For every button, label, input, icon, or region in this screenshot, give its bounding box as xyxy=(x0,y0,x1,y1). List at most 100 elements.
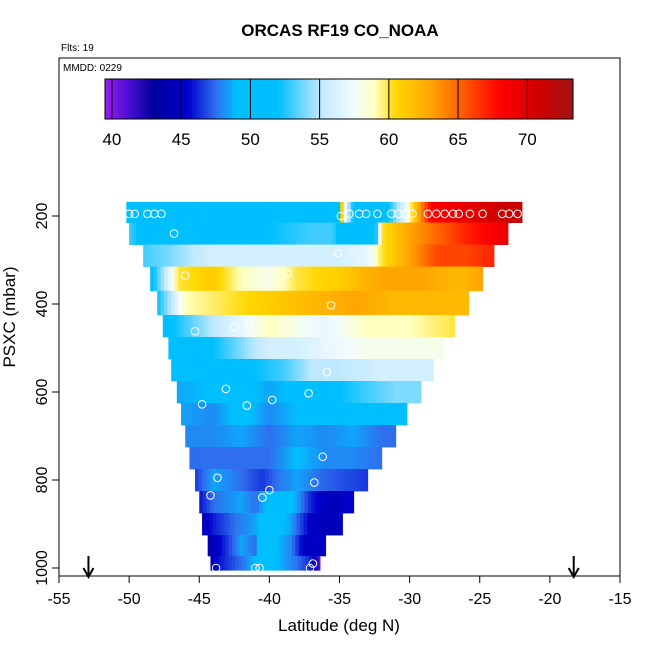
heatmap-cell xyxy=(462,201,468,223)
heatmap-cell xyxy=(244,290,249,316)
heatmap-cell xyxy=(178,359,183,382)
heatmap-cell xyxy=(331,381,336,404)
heatmap-cell xyxy=(438,337,443,360)
heatmap-cell xyxy=(216,222,221,245)
heatmap-cell xyxy=(267,315,273,338)
colorbar-segment xyxy=(188,79,193,119)
colorbar-segment xyxy=(198,79,203,119)
heatmap-cell xyxy=(211,535,216,557)
heatmap-cell xyxy=(352,381,357,404)
colorbar-segment xyxy=(181,79,186,119)
heatmap-cell xyxy=(203,447,208,470)
heatmap-cell xyxy=(276,266,281,292)
heatmap-cell xyxy=(399,266,404,292)
heatmap-cell xyxy=(233,469,238,492)
heatmap-cell xyxy=(416,290,421,316)
heatmap-cell xyxy=(328,359,334,382)
heatmap-cell xyxy=(382,201,387,223)
heatmap-cell xyxy=(318,359,323,382)
heatmap-cell xyxy=(202,266,207,292)
heatmap-cell xyxy=(385,337,390,360)
heatmap-cell xyxy=(219,469,224,492)
heatmap-cell xyxy=(441,201,446,223)
heatmap-cell xyxy=(223,244,228,267)
heatmap-cell xyxy=(211,381,216,404)
heatmap-cell xyxy=(299,381,304,404)
heatmap-cell xyxy=(192,290,197,316)
heatmap-cell xyxy=(307,469,312,492)
heatmap-cell xyxy=(272,491,277,514)
heatmap-cell xyxy=(369,381,374,404)
heatmap-cell xyxy=(328,425,334,448)
colorbar-segment xyxy=(439,79,444,119)
heatmap-cell xyxy=(473,201,478,223)
colorbar-segment xyxy=(328,79,333,119)
heatmap-cell xyxy=(515,201,520,223)
heatmap-cell xyxy=(338,469,343,492)
heatmap-cell xyxy=(411,381,416,404)
x-tick-label: -55 xyxy=(47,591,70,608)
heatmap-cell xyxy=(448,222,453,245)
heatmap-cell xyxy=(327,381,332,404)
colorbar-segment xyxy=(235,79,240,119)
heatmap-cell xyxy=(314,513,319,536)
heatmap-cell xyxy=(244,222,249,245)
heatmap-cell xyxy=(455,290,460,316)
heatmap-cell xyxy=(261,403,266,426)
heatmap-cell xyxy=(406,222,411,245)
heatmap-cell xyxy=(304,222,309,245)
heatmap-cell xyxy=(213,201,219,223)
colorbar-segment xyxy=(262,79,266,119)
heatmap-cell xyxy=(291,535,296,557)
heatmap-cell xyxy=(325,425,330,448)
heatmap-cell xyxy=(483,244,488,267)
heatmap-cell xyxy=(188,290,193,316)
heatmap-cell xyxy=(308,447,313,470)
heatmap-cell xyxy=(180,381,185,404)
heatmap-cell xyxy=(346,290,351,316)
sample-point xyxy=(251,563,260,573)
heatmap-cell xyxy=(472,244,477,267)
heatmap-cell xyxy=(210,201,215,223)
sample-point xyxy=(150,209,159,219)
heatmap-cell xyxy=(214,535,219,557)
heatmap-cell xyxy=(275,513,280,536)
colorbar-segment xyxy=(409,79,414,119)
heatmap-cell xyxy=(192,266,197,292)
colorbar-segment xyxy=(542,79,547,119)
heatmap-cell xyxy=(277,337,282,360)
heatmap-cell xyxy=(395,359,400,382)
heatmap-cell xyxy=(431,337,436,360)
heatmap-cell xyxy=(424,337,429,360)
heatmap-cell xyxy=(494,201,499,223)
heatmap-cell xyxy=(290,491,295,514)
heatmap-cell xyxy=(226,469,231,492)
colorbar-segment xyxy=(138,79,143,119)
heatmap-cell xyxy=(321,244,327,267)
heatmap-cell xyxy=(275,469,280,492)
heatmap-cell xyxy=(413,290,418,316)
heatmap-cell xyxy=(217,555,222,571)
heatmap-cell xyxy=(392,290,397,316)
colorbar-tick-label: 60 xyxy=(379,130,398,149)
heatmap-cell xyxy=(188,222,193,245)
heatmap-cell xyxy=(335,513,340,536)
heatmap-cell xyxy=(283,491,288,514)
heatmap-cell xyxy=(315,201,320,223)
sample-point xyxy=(504,209,514,219)
heatmap-cell xyxy=(325,266,330,292)
heatmap-cell xyxy=(403,337,408,360)
heatmap-cell xyxy=(305,337,310,360)
heatmap-cell xyxy=(198,403,203,426)
heatmap-cell xyxy=(220,244,225,267)
heatmap-cell xyxy=(286,491,292,514)
colorbar-segment xyxy=(225,79,230,119)
sample-point xyxy=(267,395,277,405)
heatmap-cell xyxy=(317,381,322,404)
heatmap-cell xyxy=(212,513,217,536)
heatmap-cell xyxy=(243,381,248,404)
heatmap-cell xyxy=(317,403,322,426)
sample-point xyxy=(408,209,417,219)
heatmap-cell xyxy=(293,266,299,292)
heatmap-cell xyxy=(483,222,488,245)
